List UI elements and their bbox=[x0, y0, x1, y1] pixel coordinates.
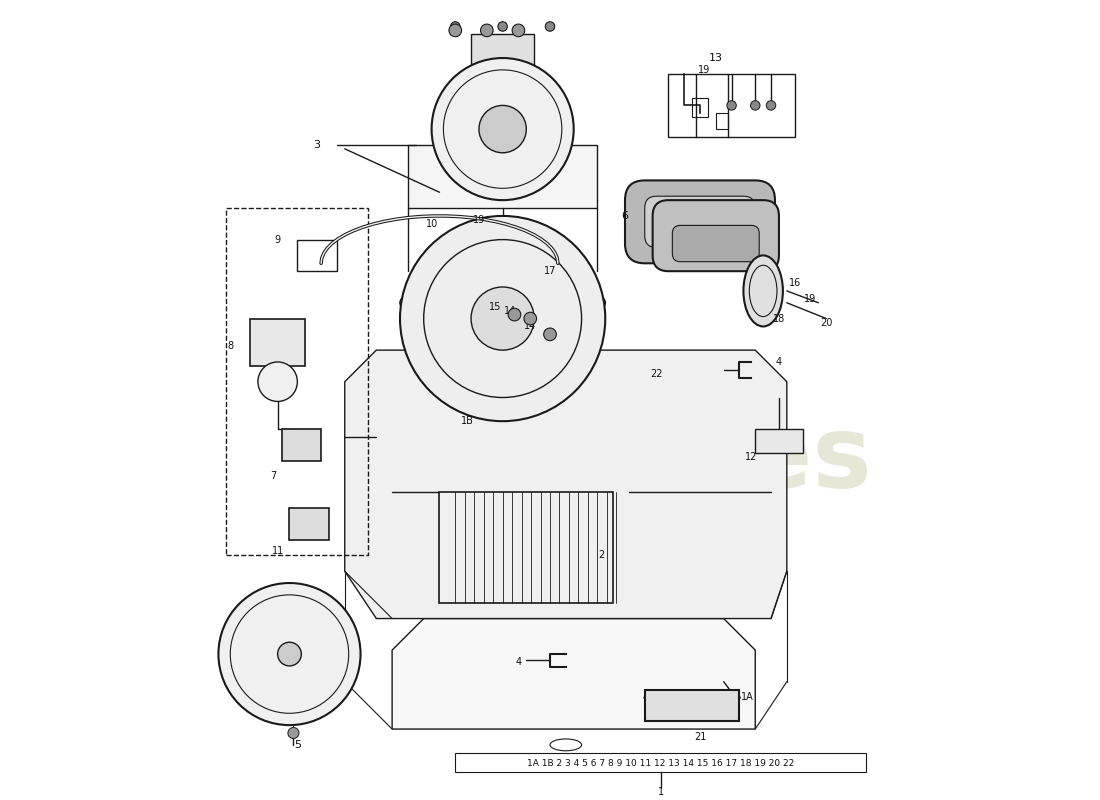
Text: 21: 21 bbox=[694, 732, 706, 742]
FancyBboxPatch shape bbox=[625, 181, 776, 263]
FancyBboxPatch shape bbox=[652, 200, 779, 271]
Text: 20: 20 bbox=[821, 318, 833, 327]
Circle shape bbox=[471, 287, 535, 350]
Bar bbox=[227, 208, 368, 555]
Circle shape bbox=[449, 24, 462, 37]
Text: 15: 15 bbox=[488, 302, 501, 312]
Circle shape bbox=[750, 101, 760, 110]
Text: 19: 19 bbox=[473, 215, 485, 225]
Circle shape bbox=[400, 216, 605, 421]
Circle shape bbox=[219, 583, 361, 725]
Text: 11: 11 bbox=[272, 546, 284, 557]
Text: 13: 13 bbox=[708, 53, 723, 63]
Circle shape bbox=[288, 727, 299, 738]
Circle shape bbox=[277, 642, 301, 666]
Text: 5: 5 bbox=[294, 740, 301, 750]
Circle shape bbox=[508, 308, 520, 321]
Text: 4: 4 bbox=[776, 357, 782, 367]
Circle shape bbox=[481, 24, 493, 37]
FancyBboxPatch shape bbox=[645, 196, 756, 247]
Bar bbox=[645, 690, 739, 721]
Text: 22: 22 bbox=[650, 369, 663, 379]
Polygon shape bbox=[392, 618, 756, 729]
Text: 1A: 1A bbox=[741, 693, 754, 702]
Text: 1A 1B 2 3 4 5 6 7 8 9 10 11 12 13 14 15 16 17 18 19 20 22: 1A 1B 2 3 4 5 6 7 8 9 10 11 12 13 14 15 … bbox=[527, 758, 794, 767]
Circle shape bbox=[546, 22, 554, 31]
Text: 6: 6 bbox=[621, 211, 628, 221]
Text: since 1985: since 1985 bbox=[670, 564, 778, 610]
Bar bbox=[408, 145, 597, 208]
Polygon shape bbox=[344, 350, 786, 618]
Text: 16: 16 bbox=[789, 278, 801, 288]
Bar bbox=[692, 98, 708, 118]
Text: 17: 17 bbox=[543, 266, 557, 276]
Text: 14: 14 bbox=[505, 306, 517, 316]
Circle shape bbox=[513, 24, 525, 37]
Text: 10: 10 bbox=[426, 219, 438, 229]
Circle shape bbox=[431, 58, 574, 200]
Bar bbox=[297, 240, 337, 271]
Bar bbox=[440, 492, 613, 602]
Ellipse shape bbox=[400, 279, 605, 326]
Text: 8: 8 bbox=[228, 341, 233, 351]
Text: europes: europes bbox=[417, 412, 872, 509]
Text: 7: 7 bbox=[271, 471, 277, 482]
Text: a specialist parts line since 1985: a specialist parts line since 1985 bbox=[440, 524, 692, 539]
Circle shape bbox=[543, 328, 557, 341]
Text: 9: 9 bbox=[275, 234, 280, 245]
Text: 1: 1 bbox=[658, 787, 663, 798]
Bar bbox=[455, 753, 866, 773]
Text: 19: 19 bbox=[804, 294, 816, 304]
Circle shape bbox=[767, 101, 775, 110]
Text: 12: 12 bbox=[745, 452, 758, 462]
Circle shape bbox=[478, 106, 526, 153]
Text: 4: 4 bbox=[516, 657, 521, 667]
Circle shape bbox=[498, 22, 507, 31]
Circle shape bbox=[727, 101, 736, 110]
Circle shape bbox=[257, 362, 297, 402]
Circle shape bbox=[524, 312, 537, 325]
Text: 1B: 1B bbox=[461, 416, 473, 426]
Bar bbox=[669, 74, 794, 137]
Bar bbox=[289, 508, 329, 539]
Bar bbox=[250, 318, 306, 366]
Bar bbox=[756, 429, 803, 453]
Bar bbox=[716, 114, 727, 129]
FancyBboxPatch shape bbox=[672, 226, 759, 262]
Text: 14: 14 bbox=[524, 322, 537, 331]
Bar bbox=[282, 429, 321, 461]
Text: 19: 19 bbox=[697, 65, 711, 75]
Bar bbox=[471, 34, 535, 82]
Circle shape bbox=[451, 22, 460, 31]
Text: 3: 3 bbox=[314, 140, 320, 150]
Text: 18: 18 bbox=[773, 314, 785, 323]
Text: 2: 2 bbox=[598, 550, 604, 560]
Ellipse shape bbox=[744, 255, 783, 326]
